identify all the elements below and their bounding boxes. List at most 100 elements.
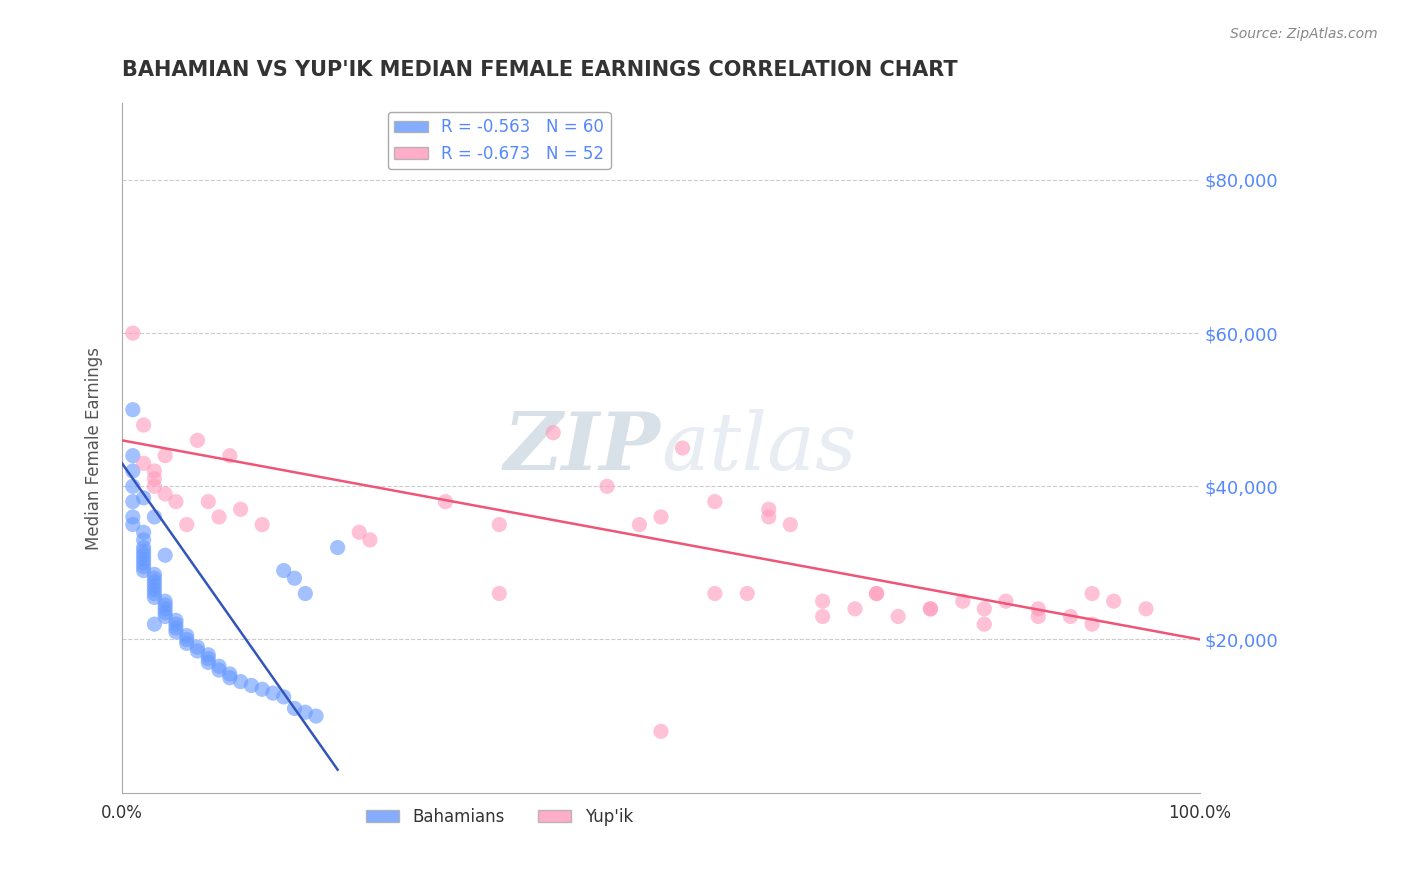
Point <box>596 479 619 493</box>
Point <box>197 656 219 670</box>
Point <box>250 682 273 697</box>
Point <box>294 705 316 719</box>
Point <box>132 418 155 433</box>
Point <box>197 648 219 662</box>
Point <box>294 586 316 600</box>
Point <box>132 525 155 540</box>
Point <box>165 617 187 632</box>
Point <box>165 624 187 639</box>
Point <box>208 663 231 677</box>
Point <box>434 494 457 508</box>
Point <box>176 629 198 643</box>
Point <box>143 575 166 590</box>
Point <box>865 586 887 600</box>
Point <box>758 502 780 516</box>
Point <box>273 690 295 704</box>
Point <box>121 479 143 493</box>
Point <box>811 609 834 624</box>
Point <box>132 456 155 470</box>
Point <box>143 510 166 524</box>
Point <box>143 586 166 600</box>
Point <box>218 671 240 685</box>
Point <box>132 491 155 505</box>
Point <box>283 701 305 715</box>
Point <box>143 617 166 632</box>
Point <box>176 517 198 532</box>
Point <box>165 494 187 508</box>
Point <box>121 494 143 508</box>
Point <box>121 510 143 524</box>
Point <box>1135 602 1157 616</box>
Y-axis label: Median Female Earnings: Median Female Earnings <box>86 346 103 549</box>
Point <box>143 464 166 478</box>
Point <box>143 582 166 597</box>
Point <box>153 487 176 501</box>
Point <box>121 402 143 417</box>
Point <box>305 709 328 723</box>
Point <box>758 510 780 524</box>
Point <box>359 533 381 547</box>
Point <box>132 556 155 570</box>
Text: atlas: atlas <box>661 409 856 487</box>
Point <box>208 659 231 673</box>
Point <box>153 594 176 608</box>
Point <box>132 564 155 578</box>
Point <box>132 559 155 574</box>
Point <box>326 541 349 555</box>
Point <box>208 510 231 524</box>
Point <box>1102 594 1125 608</box>
Point <box>650 724 672 739</box>
Point <box>811 594 834 608</box>
Point <box>121 449 143 463</box>
Point <box>218 449 240 463</box>
Point <box>1026 609 1049 624</box>
Point <box>229 502 252 516</box>
Point <box>1081 617 1104 632</box>
Point <box>488 586 510 600</box>
Point <box>628 517 651 532</box>
Text: Source: ZipAtlas.com: Source: ZipAtlas.com <box>1230 27 1378 41</box>
Point <box>920 602 942 616</box>
Point <box>994 594 1017 608</box>
Point <box>250 517 273 532</box>
Point <box>132 552 155 566</box>
Point <box>347 525 370 540</box>
Point <box>671 441 693 455</box>
Point <box>283 571 305 585</box>
Point <box>143 591 166 605</box>
Point <box>153 598 176 612</box>
Point <box>488 517 510 532</box>
Point <box>132 533 155 547</box>
Point <box>887 609 910 624</box>
Point <box>132 548 155 562</box>
Point <box>176 636 198 650</box>
Point <box>153 449 176 463</box>
Point <box>735 586 758 600</box>
Point <box>920 602 942 616</box>
Point <box>153 606 176 620</box>
Point <box>132 544 155 558</box>
Point <box>153 602 176 616</box>
Point <box>703 586 725 600</box>
Point <box>273 564 295 578</box>
Point <box>143 567 166 582</box>
Point <box>143 571 166 585</box>
Point <box>541 425 564 440</box>
Point <box>844 602 866 616</box>
Point <box>197 494 219 508</box>
Point <box>165 621 187 635</box>
Point <box>153 548 176 562</box>
Point <box>952 594 974 608</box>
Point <box>186 434 208 448</box>
Point <box>143 579 166 593</box>
Point <box>262 686 284 700</box>
Point <box>865 586 887 600</box>
Point <box>218 667 240 681</box>
Point <box>197 651 219 665</box>
Point <box>973 602 995 616</box>
Point <box>973 617 995 632</box>
Point <box>186 644 208 658</box>
Point <box>121 464 143 478</box>
Point <box>121 326 143 340</box>
Point <box>153 609 176 624</box>
